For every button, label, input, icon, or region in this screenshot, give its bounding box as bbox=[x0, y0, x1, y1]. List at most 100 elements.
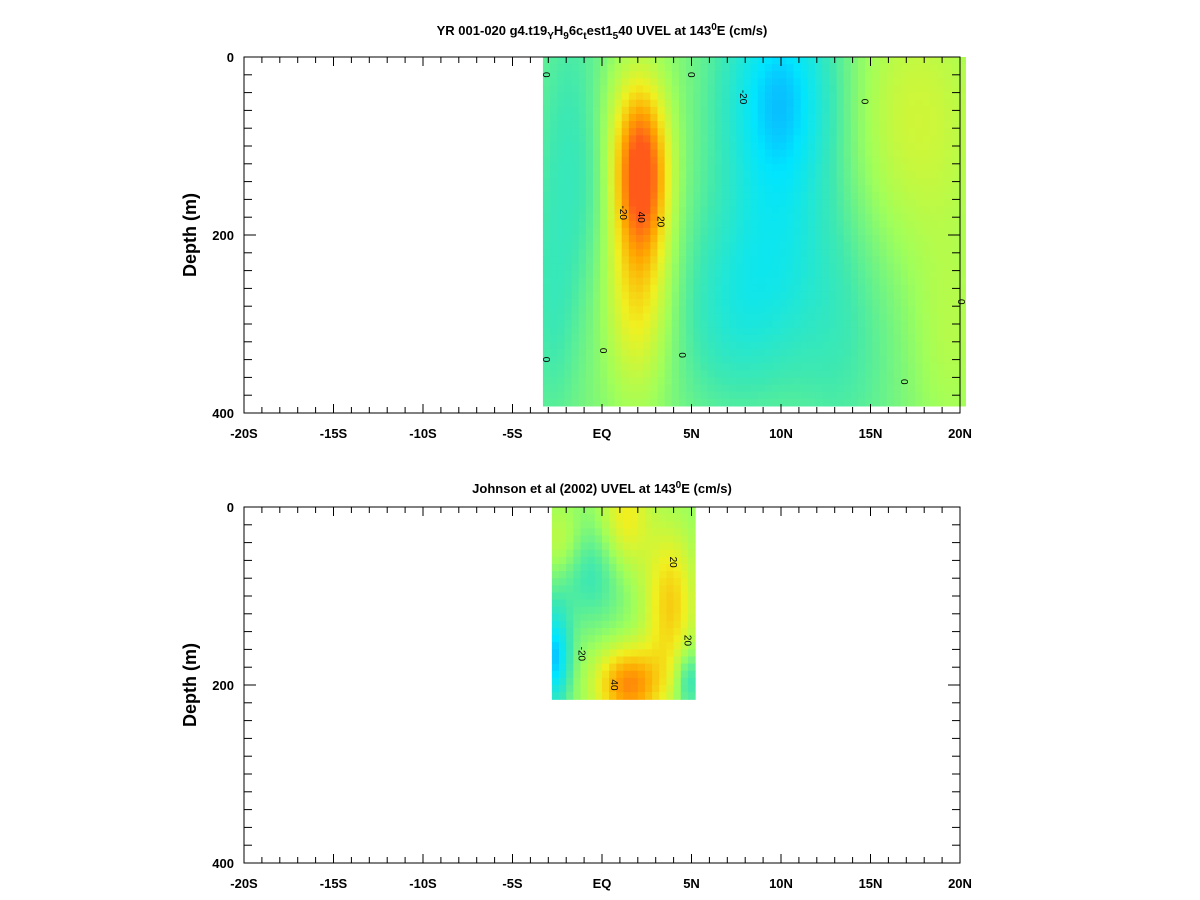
heatmap-cell bbox=[571, 256, 580, 265]
heatmap-cell bbox=[564, 113, 573, 122]
heatmap-cell bbox=[578, 377, 587, 386]
heatmap-cell bbox=[729, 249, 737, 257]
heatmap-cell bbox=[580, 549, 589, 558]
heatmap-cell bbox=[644, 549, 653, 558]
heatmap-cell bbox=[736, 363, 745, 371]
heatmap-cell bbox=[772, 277, 780, 286]
heatmap-cell bbox=[836, 71, 845, 79]
heatmap-cell bbox=[793, 256, 802, 265]
heatmap-cell bbox=[729, 313, 737, 322]
heatmap-cell bbox=[564, 320, 573, 329]
heatmap-cell bbox=[850, 64, 859, 72]
heatmap-cell bbox=[623, 599, 632, 608]
heatmap-cell bbox=[580, 670, 589, 679]
heatmap-cell bbox=[764, 57, 773, 65]
heatmap-cell bbox=[951, 256, 959, 265]
heatmap-cell bbox=[943, 92, 952, 101]
heatmap-cell bbox=[616, 542, 625, 551]
heatmap-cell bbox=[772, 334, 780, 343]
heatmap-cell bbox=[936, 348, 945, 357]
heatmap-cell bbox=[657, 163, 666, 172]
heatmap-cell bbox=[743, 313, 752, 322]
heatmap-cell bbox=[872, 170, 881, 179]
heatmap-cell bbox=[872, 135, 881, 144]
heatmap-cell bbox=[616, 521, 625, 529]
heatmap-cell bbox=[750, 256, 759, 265]
heatmap-cell bbox=[815, 178, 823, 186]
heatmap-cell bbox=[714, 220, 723, 229]
heatmap-cell bbox=[644, 606, 653, 615]
heatmap-cell bbox=[893, 263, 902, 272]
heatmap-cell bbox=[865, 384, 873, 393]
heatmap-cell bbox=[714, 156, 723, 165]
heatmap-cell bbox=[587, 556, 596, 565]
heatmap-cell bbox=[807, 370, 816, 378]
title-part: Y bbox=[547, 31, 554, 42]
heatmap-cell bbox=[700, 391, 709, 400]
heatmap-cell bbox=[643, 121, 651, 129]
heatmap-cell bbox=[714, 313, 723, 322]
heatmap-cell bbox=[865, 85, 873, 94]
heatmap-cell bbox=[743, 78, 752, 87]
heatmap-cell bbox=[772, 178, 780, 186]
heatmap-cell bbox=[600, 92, 608, 101]
heatmap-cell bbox=[900, 256, 909, 265]
heatmap-cell bbox=[843, 391, 852, 400]
heatmap-cell bbox=[900, 163, 909, 172]
heatmap-cell bbox=[693, 142, 702, 151]
heatmap-cell bbox=[872, 185, 881, 193]
heatmap-cell bbox=[958, 92, 966, 101]
heatmap-cell bbox=[729, 220, 737, 229]
heatmap-cell bbox=[951, 270, 959, 279]
heatmap-cell bbox=[664, 92, 673, 101]
heatmap-cell bbox=[593, 156, 601, 165]
x-tick-label: 5N bbox=[683, 426, 700, 441]
heatmap-cell bbox=[815, 149, 823, 158]
heatmap-cell bbox=[650, 227, 659, 236]
heatmap-cell bbox=[764, 178, 773, 186]
heatmap-cell bbox=[621, 284, 630, 293]
heatmap-cell bbox=[700, 235, 709, 243]
heatmap-cell bbox=[872, 356, 881, 364]
heatmap-cell bbox=[580, 685, 589, 693]
heatmap-cell bbox=[743, 384, 752, 393]
heatmap-cell bbox=[786, 398, 795, 407]
heatmap-cell bbox=[922, 149, 931, 158]
heatmap-cell bbox=[793, 142, 802, 151]
heatmap-cell bbox=[593, 306, 601, 314]
heatmap-cell bbox=[630, 556, 639, 565]
heatmap-cell bbox=[743, 64, 752, 72]
heatmap-cell bbox=[693, 384, 702, 393]
heatmap-cell bbox=[600, 384, 608, 393]
heatmap-cell bbox=[714, 398, 723, 407]
heatmap-cell bbox=[943, 64, 952, 72]
heatmap-cell bbox=[636, 348, 644, 357]
heatmap-cell bbox=[900, 64, 909, 72]
heatmap-cell bbox=[743, 220, 752, 229]
heatmap-cell bbox=[908, 163, 916, 172]
heatmap-cell bbox=[585, 227, 594, 236]
heatmap-cell bbox=[621, 99, 630, 108]
heatmap-cell bbox=[908, 206, 916, 215]
heatmap-cell bbox=[542, 206, 551, 215]
heatmap-cell bbox=[550, 220, 558, 229]
heatmap-cell bbox=[621, 370, 630, 378]
heatmap-cell bbox=[822, 299, 830, 307]
heatmap-cell bbox=[850, 71, 859, 79]
heatmap-cell bbox=[687, 571, 696, 579]
heatmap-cell bbox=[707, 128, 716, 136]
heatmap-cell bbox=[843, 320, 852, 329]
heatmap-cell bbox=[843, 163, 852, 172]
heatmap-cell bbox=[800, 313, 809, 322]
heatmap-cell bbox=[594, 571, 603, 579]
heatmap-cell bbox=[800, 363, 809, 371]
heatmap-cell bbox=[743, 363, 752, 371]
heatmap-cell bbox=[779, 341, 787, 350]
heatmap-cell bbox=[573, 571, 582, 579]
heatmap-cell bbox=[557, 220, 566, 229]
heatmap-cell bbox=[729, 377, 737, 386]
heatmap-cell bbox=[800, 113, 809, 122]
heatmap-cell bbox=[680, 599, 689, 608]
heatmap-cell bbox=[757, 377, 766, 386]
title-part: H bbox=[554, 23, 563, 38]
